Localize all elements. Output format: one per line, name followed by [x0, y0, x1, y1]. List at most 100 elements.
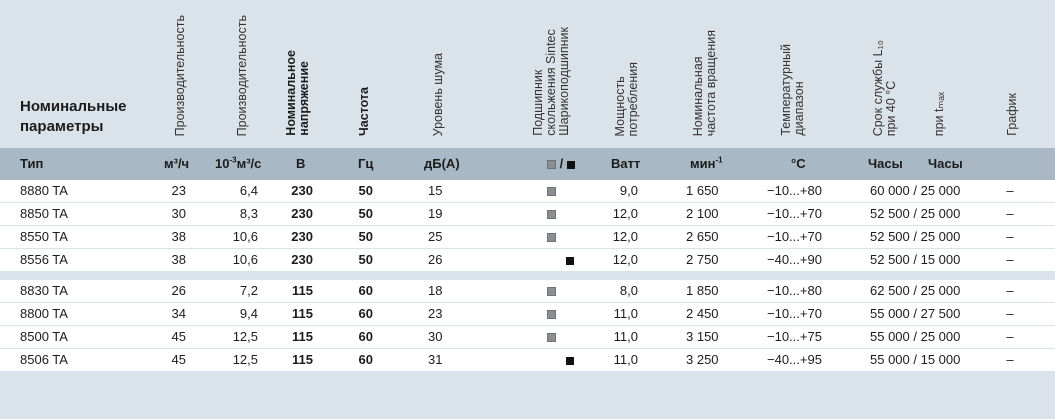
- cell-noise: 18: [428, 283, 443, 298]
- col-header-temperature: Температурный диапазон: [779, 44, 806, 136]
- cell-chart: –: [1006, 206, 1014, 221]
- table-row: 8556 TA 38 10,6 230 50 26 12,0 2 750 −40...+90 52…: [0, 249, 1055, 272]
- cell-type: 8880 TA: [20, 183, 68, 198]
- sleeve-bearing-icon: [547, 160, 556, 170]
- cell-freq: 50: [358, 252, 373, 267]
- cell-flow-si: 12,5: [232, 329, 258, 344]
- cell-flow: 38: [171, 252, 186, 267]
- cell-chart: –: [1006, 306, 1014, 321]
- cell-temp: −10...+70: [767, 206, 822, 221]
- unit-temperature: °C: [791, 156, 806, 171]
- table-row: 8550 TA 38 10,6 230 50 25 12,0 2 650 −10...+70 52…: [0, 226, 1055, 249]
- unit-type: Тип: [20, 156, 44, 171]
- unit-speed: мин-1: [690, 155, 723, 171]
- cell-speed: 3 250: [686, 352, 719, 367]
- cell-flow: 30: [171, 206, 186, 221]
- cell-freq: 50: [358, 183, 373, 198]
- cell-noise: 30: [428, 329, 443, 344]
- table-row: 8830 TA 26 7,2 115 60 18 8,0 1 850 −10...+80 62 5…: [0, 280, 1055, 303]
- cell-flow: 34: [171, 306, 186, 321]
- sleeve-bearing-icon: [547, 187, 556, 197]
- cell-noise: 25: [428, 229, 443, 244]
- cell-life: 55 000 / 15 000: [870, 352, 961, 367]
- cell-flow-si: 12,5: [232, 352, 258, 367]
- cell-temp: −10...+75: [767, 329, 822, 344]
- cell-speed: 2 650: [686, 229, 719, 244]
- cell-bearing: [547, 303, 556, 325]
- unit-voltage: В: [296, 156, 306, 171]
- table-header: Номинальные параметры Производительность…: [0, 0, 1055, 148]
- sleeve-bearing-icon: [547, 233, 556, 243]
- cell-flow-si: 6,4: [239, 183, 258, 198]
- cell-speed: 1 850: [686, 283, 719, 298]
- cell-bearing: [547, 226, 556, 248]
- cell-power: 12,0: [612, 206, 638, 221]
- table-row: 8506 TA 45 12,5 115 60 31 11,0 3 250 −40...+95 55…: [0, 349, 1055, 372]
- cell-power: 12,0: [612, 229, 638, 244]
- cell-speed: 3 150: [686, 329, 719, 344]
- cell-type: 8500 TA: [20, 329, 68, 344]
- cell-flow: 45: [171, 329, 186, 344]
- cell-flow-si: 10,6: [232, 229, 258, 244]
- sleeve-bearing-icon: [547, 287, 556, 297]
- cell-voltage: 115: [292, 329, 313, 344]
- col-header-frequency: Частота: [357, 86, 371, 136]
- cell-flow: 26: [171, 283, 186, 298]
- cell-voltage: 230: [291, 206, 313, 221]
- col-header-bearing: Подшипник скольжения Sintec Шарикоподшип…: [531, 27, 571, 136]
- cell-type: 8800 TA: [20, 306, 68, 321]
- table-row: 8850 TA 30 8,3 230 50 19 12,0 2 100 −10...+70 52 …: [0, 203, 1055, 226]
- cell-life: 52 500 / 25 000: [870, 229, 961, 244]
- unit-power: Ватт: [611, 156, 641, 171]
- cell-freq: 50: [358, 229, 373, 244]
- cell-temp: −10...+70: [767, 306, 822, 321]
- header-title-line1: Номинальные: [20, 98, 127, 115]
- col-header-lifetime: Срок службы L₁₀ при 40 °C: [871, 39, 898, 136]
- cell-temp: −40...+95: [767, 352, 822, 367]
- cell-freq: 50: [358, 206, 373, 221]
- ball-bearing-icon: [566, 160, 575, 169]
- sleeve-bearing-icon: [547, 333, 556, 343]
- cell-temp: −40...+90: [767, 252, 822, 267]
- cell-power: 11,0: [613, 352, 638, 367]
- cell-life: 52 500 / 25 000: [870, 206, 961, 221]
- cell-voltage: 230: [291, 252, 313, 267]
- cell-flow-si: 7,2: [239, 283, 258, 298]
- header-title-line2: параметры: [20, 118, 104, 135]
- cell-type: 8556 TA: [20, 252, 68, 267]
- cell-bearing: [566, 249, 574, 271]
- col-header-flow-si: Производительность: [235, 14, 249, 136]
- cell-bearing: [547, 203, 556, 225]
- col-header-power: Мощность потребления: [613, 61, 640, 136]
- cell-type: 8850 TA: [20, 206, 68, 221]
- cell-temp: −10...+80: [767, 183, 822, 198]
- cell-life: 62 500 / 25 000: [870, 283, 961, 298]
- sleeve-bearing-icon: [547, 210, 556, 220]
- table-body: 8880 TA 23 6,4 230 50 15 9,0 1 650 −10...+80 60 0…: [0, 180, 1055, 372]
- cell-life: 52 500 / 15 000: [870, 252, 961, 267]
- unit-flow-m3h: м³/ч: [164, 156, 190, 171]
- cell-speed: 2 450: [686, 306, 719, 321]
- cell-voltage: 230: [291, 229, 313, 244]
- cell-chart: –: [1006, 352, 1014, 367]
- unit-noise: дБ(А): [424, 156, 460, 171]
- cell-voltage: 230: [291, 183, 313, 198]
- col-header-chart: График: [1005, 93, 1019, 136]
- cell-voltage: 115: [292, 352, 313, 367]
- units-row: Тип м³/ч 10-3м³/с В Гц дБ(А) / Ватт мин-…: [0, 148, 1055, 180]
- cell-voltage: 115: [292, 306, 313, 321]
- unit-lifetime-tmax: Часы: [928, 156, 963, 171]
- cell-power: 8,0: [619, 283, 638, 298]
- cell-life: 60 000 / 25 000: [870, 183, 961, 198]
- cell-noise: 19: [428, 206, 443, 221]
- cell-temp: −10...+80: [767, 283, 822, 298]
- cell-type: 8550 TA: [20, 229, 68, 244]
- cell-bearing: [547, 326, 556, 348]
- cell-speed: 1 650: [686, 183, 719, 198]
- cell-type: 8506 TA: [20, 352, 68, 367]
- cell-chart: –: [1006, 183, 1014, 198]
- col-header-noise: Уровень шума: [431, 52, 445, 136]
- cell-noise: 26: [428, 252, 443, 267]
- col-header-speed: Номинальная частота вращения: [691, 29, 718, 136]
